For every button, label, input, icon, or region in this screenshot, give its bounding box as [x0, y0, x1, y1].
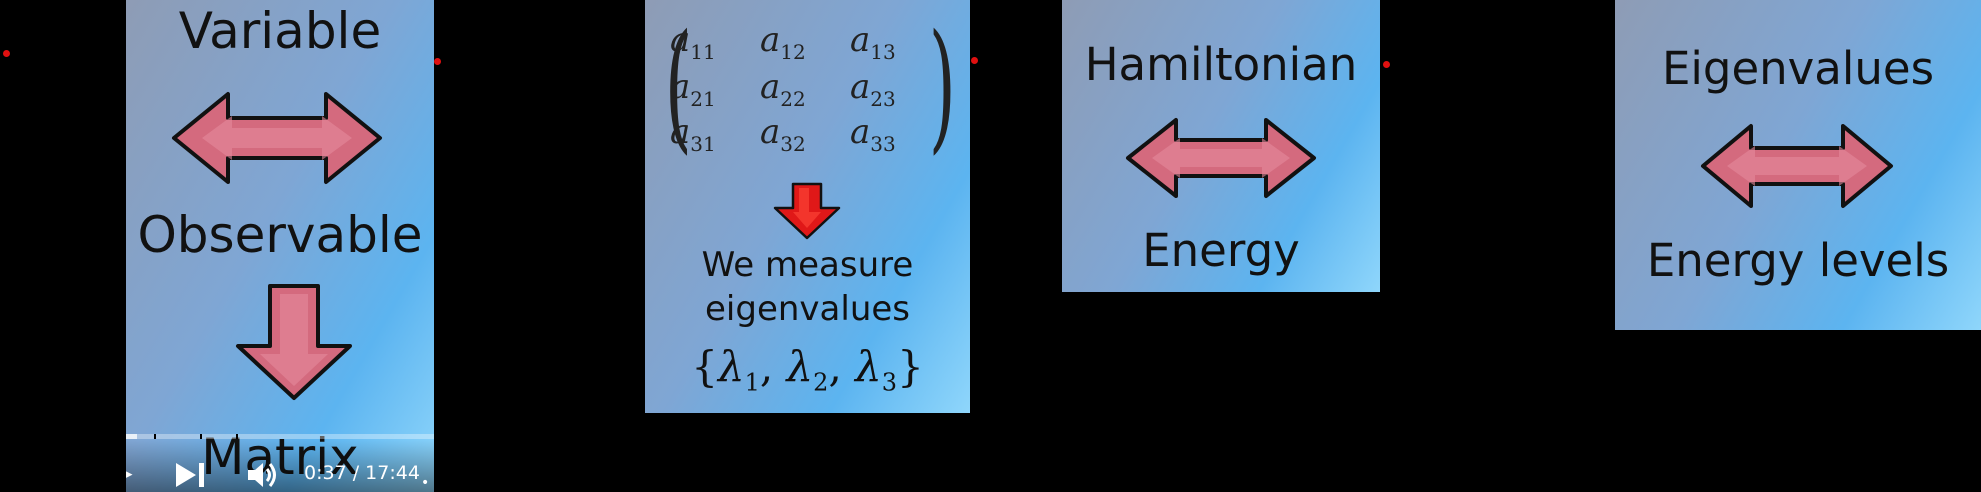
chapter-segment	[154, 434, 156, 439]
caption-line-1: We measure	[701, 245, 914, 285]
matrix-cell: a22	[760, 67, 806, 111]
video-controls: 0:37 / 17:44 •	[126, 432, 434, 492]
eigenvalue-symbol: λ2	[786, 342, 829, 397]
hamiltonian-label: Hamiltonian	[1084, 38, 1358, 91]
eigenvalue-set: {λ1, λ2, λ3}	[691, 342, 924, 397]
chapter-segment	[236, 434, 238, 439]
double-arrow-icon	[1701, 124, 1893, 208]
double-arrow-icon	[172, 92, 382, 184]
matrix-cell: a21	[670, 67, 716, 111]
marker-dot	[3, 50, 10, 57]
matrix-cell: a31	[670, 112, 716, 156]
matrix-cell: a33	[850, 112, 896, 156]
variable-label: Variable	[178, 2, 382, 60]
red-down-arrow-icon	[773, 182, 841, 240]
matrix-cell: a12	[760, 20, 806, 64]
separator-dot: •	[421, 475, 430, 491]
matrix-cell: a32	[760, 112, 806, 156]
matrix-panel: ( ) a11 a12 a13 a21 a22 a23 a31 a32 a33 We measu…	[645, 0, 970, 413]
eigenvalues-panel: Eigenvalues Energy levels	[1615, 0, 1981, 330]
chapter-segment	[200, 434, 202, 439]
matrix-label: Matrix	[126, 428, 434, 486]
right-paren: )	[928, 5, 956, 168]
eigenvalues-label: Eigenvalues	[1661, 42, 1935, 95]
hamiltonian-panel: Hamiltonian Energy	[1062, 0, 1380, 292]
eigenvalue-symbol: λ3	[855, 342, 898, 397]
matrix-display: ( ) a11 a12 a13 a21 a22 a23 a31 a32 a33	[664, 5, 956, 168]
energy-levels-label: Energy levels	[1646, 234, 1950, 287]
observable-label: Observable	[137, 206, 423, 264]
progress-played	[126, 434, 137, 439]
energy-label: Energy	[1142, 224, 1300, 277]
marker-dot	[1383, 61, 1390, 68]
volume-icon[interactable]	[246, 460, 280, 490]
down-arrow-icon	[236, 284, 352, 400]
caption-line-2: eigenvalues	[705, 289, 910, 329]
marker-dot	[971, 57, 978, 64]
progress-bar[interactable]	[126, 434, 434, 439]
left-paren: (	[664, 5, 692, 168]
double-arrow-icon	[1126, 118, 1316, 198]
prev-indicator-icon: ▸	[126, 467, 133, 482]
matrix-cell: a13	[850, 20, 896, 64]
next-button[interactable]	[174, 462, 208, 488]
time-display: 0:37 / 17:44	[304, 462, 420, 484]
video-frame-panel[interactable]: Variable Observable Matrix	[126, 0, 434, 492]
marker-dot	[434, 58, 441, 65]
matrix-cell: a23	[850, 67, 896, 111]
eigenvalue-symbol: λ1	[717, 342, 760, 397]
matrix-cell: a11	[670, 20, 716, 64]
